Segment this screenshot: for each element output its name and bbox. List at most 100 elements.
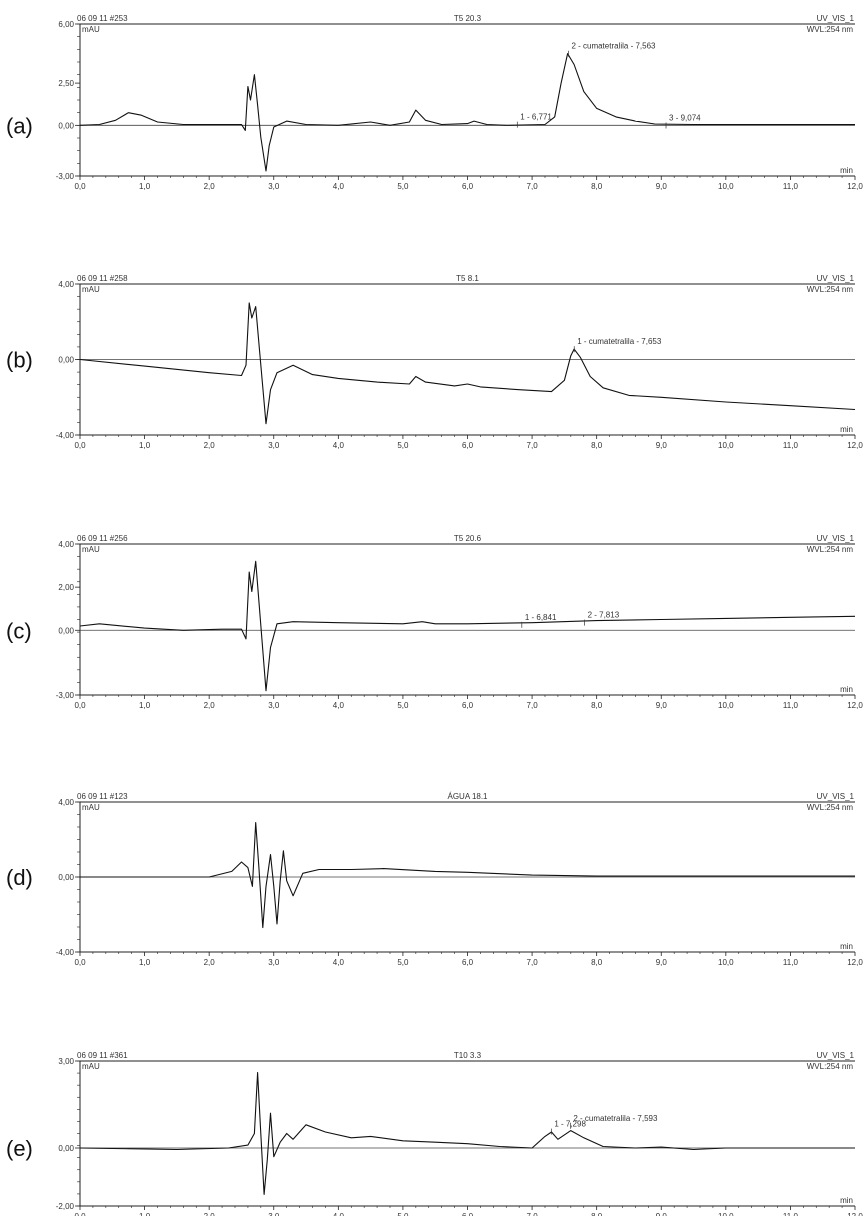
- injection-label: 06 09 11 #361: [77, 1051, 128, 1060]
- x-tick-label: 3,0: [268, 701, 280, 710]
- panel-letter: (a): [6, 113, 33, 138]
- y-tick-label: 0,00: [58, 356, 74, 365]
- x-tick-label: 5,0: [397, 441, 409, 450]
- x-tick-label: 7,0: [527, 701, 539, 710]
- panel-letter: (b): [6, 348, 33, 373]
- x-tick-label: 11,0: [783, 182, 799, 191]
- chromatogram-panel: (c) 06 09 11 #256 T5 20.6 UV_VIS_1 WVL:254 n…: [6, 534, 863, 710]
- injection-label: 06 09 11 #258: [77, 274, 128, 283]
- y-tick-label: 2,00: [58, 583, 74, 592]
- x-tick-label: 10,0: [718, 1212, 734, 1216]
- x-tick-label: 6,0: [462, 182, 474, 191]
- x-tick-label: 1,0: [139, 182, 151, 191]
- x-unit-label: min: [840, 425, 853, 434]
- sample-label: T5 20.6: [454, 534, 482, 543]
- x-tick-label: 2,0: [204, 441, 216, 450]
- x-tick-label: 7,0: [527, 182, 539, 191]
- sample-label: T5 8.1: [456, 274, 479, 283]
- y-tick-label: 3,00: [58, 1057, 74, 1066]
- x-tick-label: 2,0: [204, 701, 216, 710]
- x-tick-label: 7,0: [527, 958, 539, 967]
- y-unit-label: mAU: [82, 285, 100, 294]
- x-tick-label: 4,0: [333, 441, 345, 450]
- x-tick-label: 2,0: [204, 1212, 216, 1216]
- x-tick-label: 5,0: [397, 1212, 409, 1216]
- detector-label: UV_VIS_1: [817, 14, 855, 23]
- y-tick-label: -3,00: [56, 691, 75, 700]
- x-tick-label: 10,0: [718, 701, 734, 710]
- x-tick-label: 0,0: [74, 958, 86, 967]
- chromatogram-trace: [79, 53, 855, 172]
- injection-label: 06 09 11 #253: [77, 14, 128, 23]
- y-unit-label: mAU: [82, 1062, 100, 1071]
- chromatogram-panel: (b) 06 09 11 #258 T5 8.1 UV_VIS_1 WVL:254 nm…: [6, 274, 863, 450]
- chromatogram-trace: [79, 560, 856, 692]
- x-tick-label: 0,0: [74, 182, 86, 191]
- panel-letter: (e): [6, 1136, 33, 1161]
- x-tick-label: 12,0: [847, 182, 863, 191]
- peak-label: 3 - 9,074: [669, 113, 701, 122]
- chromatogram-panel: (d) 06 09 11 #123 ÁGUA 18.1 UV_VIS_1 WVL:254…: [6, 792, 863, 967]
- wavelength-label: WVL:254 nm: [807, 1062, 854, 1071]
- x-tick-label: 9,0: [656, 958, 668, 967]
- x-tick-label: 1,0: [139, 701, 151, 710]
- x-tick-label: 10,0: [718, 182, 734, 191]
- wavelength-label: WVL:254 nm: [807, 25, 854, 34]
- x-tick-label: 3,0: [268, 1212, 280, 1216]
- x-tick-label: 3,0: [268, 441, 280, 450]
- x-tick-label: 8,0: [591, 182, 603, 191]
- y-tick-label: 2,50: [58, 79, 74, 88]
- x-tick-label: 6,0: [462, 441, 474, 450]
- x-tick-label: 4,0: [333, 1212, 345, 1216]
- y-unit-label: mAU: [82, 803, 100, 812]
- y-tick-label: -3,00: [56, 172, 75, 181]
- x-tick-label: 0,0: [74, 1212, 86, 1216]
- injection-label: 06 09 11 #123: [77, 792, 128, 801]
- panel-letter: (c): [6, 618, 32, 643]
- detector-label: UV_VIS_1: [817, 792, 855, 801]
- x-tick-label: 7,0: [527, 1212, 539, 1216]
- x-unit-label: min: [840, 685, 853, 694]
- sample-label: T10 3.3: [454, 1051, 482, 1060]
- x-tick-label: 7,0: [527, 441, 539, 450]
- x-tick-label: 4,0: [333, 701, 345, 710]
- x-tick-label: 1,0: [139, 1212, 151, 1216]
- x-tick-label: 9,0: [656, 701, 668, 710]
- chromatogram-trace: [79, 1072, 855, 1195]
- y-tick-label: 0,00: [58, 873, 74, 882]
- x-tick-label: 2,0: [204, 958, 216, 967]
- peak-label: 2 - 7,813: [588, 611, 620, 620]
- sample-label: T5 20.3: [454, 14, 482, 23]
- y-tick-label: 4,00: [58, 280, 74, 289]
- x-tick-label: 4,0: [333, 958, 345, 967]
- y-tick-label: 6,00: [58, 20, 74, 29]
- x-tick-label: 11,0: [783, 441, 799, 450]
- chromatogram-trace: [79, 302, 856, 425]
- x-unit-label: min: [840, 166, 853, 175]
- chromatogram-panel: (a) 06 09 11 #253 T5 20.3 UV_VIS_1 WVL:254 n…: [6, 14, 863, 191]
- wavelength-label: WVL:254 nm: [807, 285, 854, 294]
- x-tick-label: 10,0: [718, 441, 734, 450]
- x-tick-label: 8,0: [591, 441, 603, 450]
- panel-letter: (d): [6, 865, 33, 890]
- x-tick-label: 8,0: [591, 1212, 603, 1216]
- peak-label: 2 - cumatetralila - 7,593: [573, 1114, 658, 1123]
- x-tick-label: 12,0: [847, 701, 863, 710]
- x-unit-label: min: [840, 942, 853, 951]
- x-tick-label: 8,0: [591, 701, 603, 710]
- y-unit-label: mAU: [82, 25, 100, 34]
- y-tick-label: 4,00: [58, 798, 74, 807]
- x-tick-label: 0,0: [74, 701, 86, 710]
- x-tick-label: 5,0: [397, 701, 409, 710]
- x-tick-label: 0,0: [74, 441, 86, 450]
- y-tick-label: 0,00: [58, 626, 74, 635]
- y-tick-label: 4,00: [58, 540, 74, 549]
- x-tick-label: 8,0: [591, 958, 603, 967]
- injection-label: 06 09 11 #256: [77, 534, 128, 543]
- x-unit-label: min: [840, 1196, 853, 1205]
- x-tick-label: 3,0: [268, 182, 280, 191]
- peak-label: 1 - 6,771: [520, 113, 552, 122]
- detector-label: UV_VIS_1: [817, 1051, 855, 1060]
- x-tick-label: 1,0: [139, 441, 151, 450]
